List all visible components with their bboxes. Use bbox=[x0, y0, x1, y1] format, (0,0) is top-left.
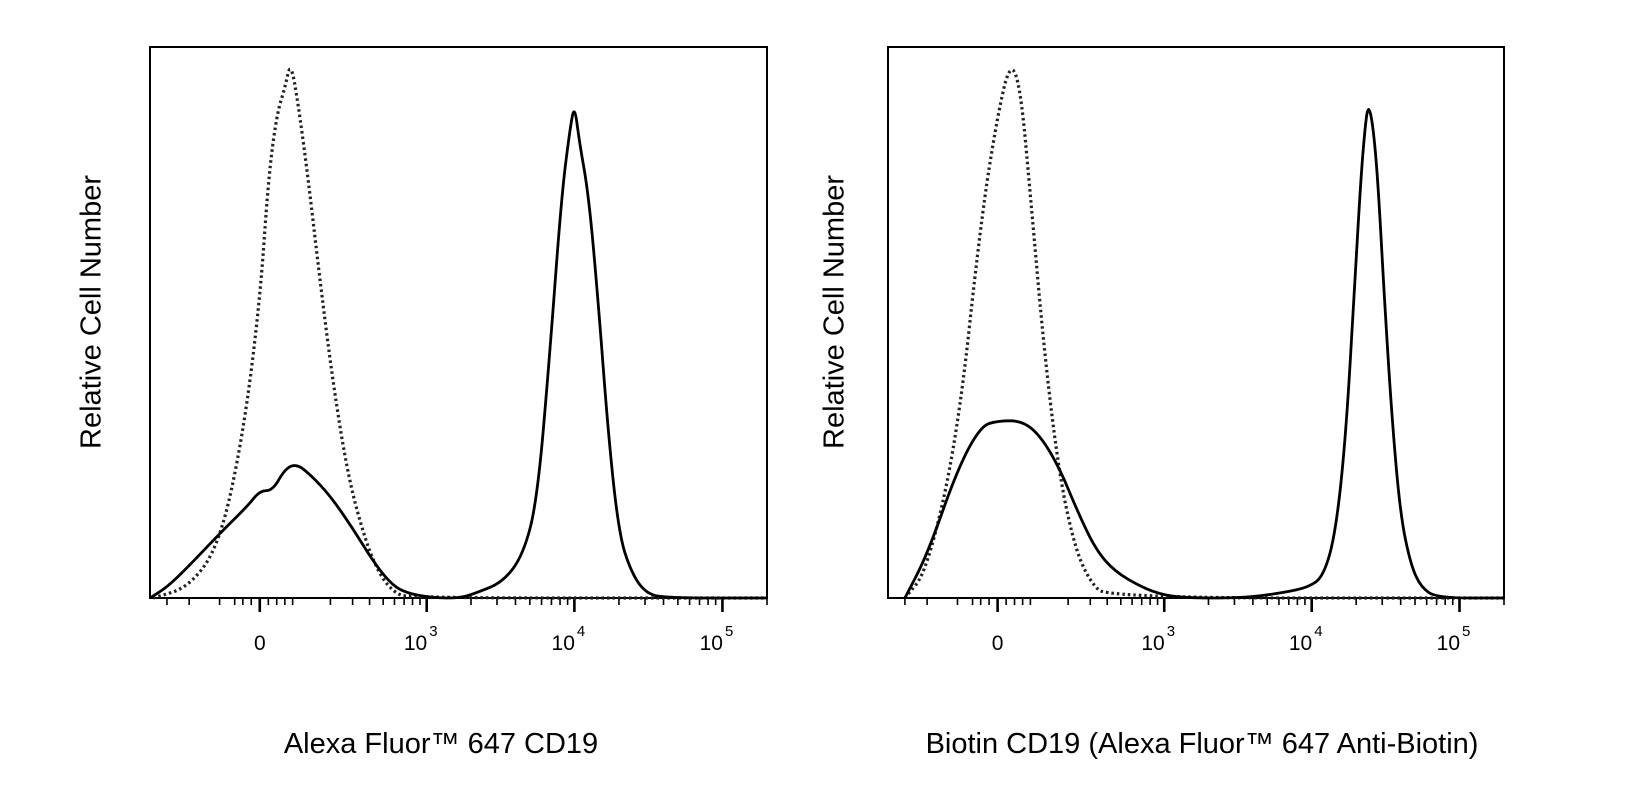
left-histogram-chart: 0 103 104 105 bbox=[149, 46, 768, 655]
left-x-tick-label: 103 bbox=[404, 623, 438, 655]
left-histogram-panel: 0 103 104 105 Relative Cell Number Alexa Fl… bbox=[75, 46, 768, 760]
left-plot-frame bbox=[149, 46, 768, 599]
right-histogram-chart: 0 103 104 105 bbox=[887, 46, 1505, 655]
left-series-control-line bbox=[152, 67, 767, 600]
right-plot-frame bbox=[887, 46, 1505, 599]
left-y-axis-label: Relative Cell Number bbox=[75, 175, 108, 449]
right-x-axis-label: Biotin CD19 (Alexa Fluor™ 647 Anti-Bioti… bbox=[925, 728, 1479, 760]
right-x-tick-label: 105 bbox=[1437, 623, 1471, 655]
right-series-stained-line bbox=[903, 107, 1504, 600]
right-x-tick-label: 0 bbox=[992, 632, 1004, 655]
left-x-tick-label: 104 bbox=[552, 623, 586, 655]
right-histogram-panel: 0 103 104 105 Relative Cell Number Biotin C… bbox=[819, 0, 1652, 797]
right-x-tick-label: 103 bbox=[1141, 623, 1175, 655]
left-x-tick-label: 105 bbox=[700, 623, 734, 655]
right-series-control-line bbox=[903, 68, 1504, 600]
right-y-axis-label: Relative Cell Number bbox=[818, 175, 851, 449]
left-x-tick-label: 0 bbox=[254, 632, 266, 655]
right-x-tick-label: 104 bbox=[1289, 623, 1323, 655]
left-series-stained-line bbox=[149, 110, 767, 600]
left-x-axis-label: Alexa Fluor™ 647 CD19 bbox=[283, 728, 599, 760]
